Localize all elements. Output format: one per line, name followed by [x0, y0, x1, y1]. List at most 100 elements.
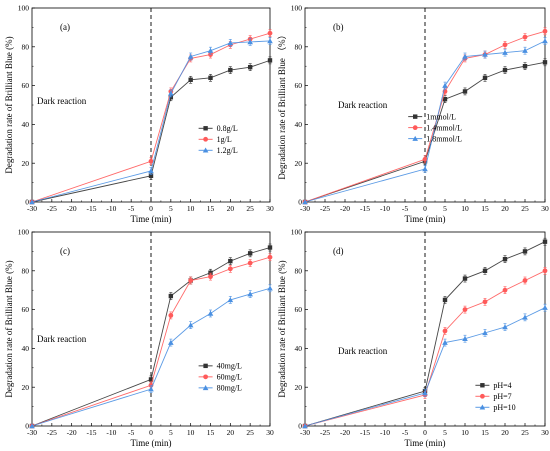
data-point: [29, 423, 35, 429]
data-point: [442, 96, 448, 102]
y-tick-label: 40: [295, 120, 303, 129]
panel-label: (a): [60, 22, 70, 32]
x-tick-label: -5: [402, 428, 408, 437]
data-point: [148, 173, 154, 179]
data-point: [502, 287, 508, 293]
y-tick-label: 60: [295, 305, 303, 314]
x-tick-label: 5: [169, 204, 173, 213]
dark-reaction-label: Dark reaction: [338, 100, 388, 110]
y-tick-label: 100: [291, 4, 303, 13]
series-line: [31, 287, 271, 427]
x-axis-title: Time (min): [405, 438, 446, 448]
data-point: [208, 75, 213, 81]
y-tick-label: 20: [295, 383, 303, 392]
x-tick-label: 0: [423, 428, 427, 437]
panel-b: -30 -25 -20 -15 -10 -5 0 5 10 15 20 25 30 0 20 40 60 80 10…: [277, 4, 549, 224]
data-point: [188, 77, 193, 82]
x-tick-label: 15: [207, 204, 215, 213]
data-point: [462, 276, 468, 281]
data-point: [482, 299, 488, 305]
x-tick-label: 20: [501, 428, 509, 437]
data-point: [148, 168, 154, 174]
legend-marker: [203, 126, 208, 131]
legend-marker: [413, 114, 418, 119]
x-tick-label: -20: [67, 204, 77, 213]
x-tick-label: 5: [169, 428, 173, 437]
data-point: [442, 82, 448, 88]
data-point: [168, 313, 174, 318]
legend-entry: 60mg/L: [217, 373, 242, 382]
legend-marker: [202, 385, 209, 391]
data-point: [267, 38, 273, 44]
data-point: [442, 328, 448, 334]
dark-reaction-label: Dark reaction: [37, 334, 87, 344]
y-tick-label: 0: [25, 198, 29, 207]
legend-entry: 0.8g/L: [217, 124, 238, 133]
data-point: [227, 297, 234, 303]
data-point: [462, 307, 468, 312]
x-tick-label: -5: [402, 204, 408, 213]
x-tick-label: 30: [266, 428, 274, 437]
x-tick-label: -5: [128, 428, 134, 437]
data-point: [502, 42, 508, 48]
data-point: [502, 256, 508, 262]
data-point: [482, 330, 488, 336]
data-point: [148, 377, 154, 382]
panel-label: (d): [333, 246, 344, 256]
legend-marker: [412, 135, 418, 141]
series-line: [304, 307, 546, 427]
y-axis-title: Degradation rate of Brilliant Blue （%）: [277, 30, 287, 179]
x-tick-label: 20: [227, 204, 235, 213]
x-axis-title: Time (min): [405, 214, 446, 224]
data-point: [462, 335, 468, 341]
x-tick-label: -15: [360, 428, 370, 437]
data-point: [522, 249, 528, 254]
series-2: [302, 303, 548, 429]
legend: 1mmol/L 1.4mmol/L 1.8mmol/L: [408, 112, 462, 143]
y-tick-label: 20: [295, 159, 303, 168]
y-axis-title: Degradation rate of Brilliant Blue (%): [4, 260, 14, 397]
y-axis-title: Degradation rate of Brilliant Blue (%): [277, 260, 287, 397]
x-tick-label: -10: [380, 204, 390, 213]
x-tick-label: -5: [128, 204, 134, 213]
legend-entry: 1mmol/L: [426, 112, 456, 121]
data-point: [247, 39, 253, 45]
y-tick-label: 40: [22, 120, 30, 129]
x-tick-label: -15: [360, 204, 370, 213]
legend-marker: [203, 374, 209, 380]
data-point: [228, 258, 233, 264]
legend-entry: 1g/L: [217, 135, 232, 144]
y-tick-label: 40: [295, 344, 303, 353]
legend: pH=4 pH=7 pH=10: [475, 381, 516, 412]
series-line: [31, 40, 271, 203]
data-point: [462, 53, 468, 59]
series-line: [304, 30, 546, 203]
x-tick-label: 25: [246, 428, 254, 437]
x-tick-label: 15: [481, 204, 489, 213]
data-point: [542, 38, 548, 44]
legend-entry: 80mg/L: [217, 384, 242, 393]
x-tick-label: 20: [501, 204, 509, 213]
data-point: [522, 314, 528, 320]
x-tick-label: -20: [340, 204, 350, 213]
data-point: [522, 278, 528, 283]
legend-marker: [480, 383, 485, 388]
x-axis-title: Time (min): [131, 214, 172, 224]
x-tick-label: 30: [541, 428, 549, 437]
x-tick-label: -10: [106, 428, 116, 437]
data-point: [422, 166, 428, 172]
y-tick-label: 20: [22, 159, 30, 168]
x-tick-label: 30: [266, 204, 274, 213]
x-tick-label: 10: [187, 204, 195, 213]
legend-marker: [203, 363, 208, 369]
x-tick-label: -30: [300, 204, 310, 213]
data-point: [442, 339, 448, 345]
y-tick-label: 60: [295, 81, 303, 90]
x-tick-label: 10: [187, 428, 195, 437]
y-tick-label: 100: [18, 228, 30, 237]
legend-entry: 1.8mmol/L: [426, 134, 462, 143]
series-line: [304, 241, 546, 427]
y-tick-label: 80: [22, 266, 30, 275]
data-point: [502, 67, 508, 73]
data-point: [168, 339, 174, 345]
